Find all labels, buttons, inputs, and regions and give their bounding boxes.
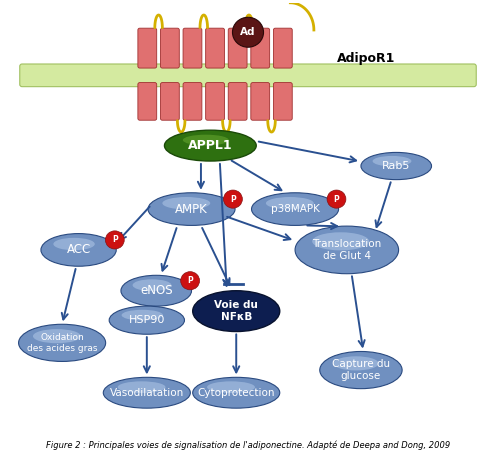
Text: Figure 2 : Principales voies de signalisation de l'adiponectine. Adapté de Deepa: Figure 2 : Principales voies de signalis… xyxy=(46,440,450,450)
Circle shape xyxy=(233,17,263,47)
Text: Vasodilatation: Vasodilatation xyxy=(110,388,184,398)
Text: P: P xyxy=(187,276,193,285)
Text: HSP90: HSP90 xyxy=(128,315,165,325)
Text: eNOS: eNOS xyxy=(140,284,173,297)
FancyBboxPatch shape xyxy=(161,28,179,68)
Ellipse shape xyxy=(41,234,116,266)
Text: Capture du
glucose: Capture du glucose xyxy=(332,359,390,381)
FancyBboxPatch shape xyxy=(183,28,202,68)
Ellipse shape xyxy=(109,306,185,334)
Ellipse shape xyxy=(266,197,314,209)
Text: AMPK: AMPK xyxy=(175,202,208,216)
Ellipse shape xyxy=(118,381,166,393)
Ellipse shape xyxy=(312,232,369,250)
Ellipse shape xyxy=(251,193,339,225)
Ellipse shape xyxy=(361,152,432,179)
Text: AdipoR1: AdipoR1 xyxy=(337,51,396,65)
Ellipse shape xyxy=(121,275,191,306)
Text: Oxidation
des acides gras: Oxidation des acides gras xyxy=(27,333,97,353)
Text: ACC: ACC xyxy=(66,243,91,257)
Ellipse shape xyxy=(18,324,106,361)
Text: Translocation
de Glut 4: Translocation de Glut 4 xyxy=(312,239,381,261)
Ellipse shape xyxy=(103,377,190,408)
Ellipse shape xyxy=(295,226,399,274)
Circle shape xyxy=(224,190,243,208)
Ellipse shape xyxy=(132,280,172,291)
Text: P: P xyxy=(334,195,339,204)
Ellipse shape xyxy=(165,130,256,161)
Text: Cytoprotection: Cytoprotection xyxy=(197,388,275,398)
FancyBboxPatch shape xyxy=(20,64,476,87)
FancyBboxPatch shape xyxy=(273,28,292,68)
Text: Voie du
NFκB: Voie du NFκB xyxy=(214,300,258,322)
FancyBboxPatch shape xyxy=(206,28,225,68)
Ellipse shape xyxy=(33,329,81,343)
Ellipse shape xyxy=(183,134,229,146)
FancyBboxPatch shape xyxy=(228,28,247,68)
Text: P: P xyxy=(230,195,236,204)
Ellipse shape xyxy=(207,381,255,393)
Circle shape xyxy=(181,272,199,290)
Ellipse shape xyxy=(162,197,210,209)
Ellipse shape xyxy=(148,193,235,225)
Text: APPL1: APPL1 xyxy=(188,139,233,152)
FancyBboxPatch shape xyxy=(161,83,179,120)
Ellipse shape xyxy=(122,310,163,320)
FancyBboxPatch shape xyxy=(138,28,157,68)
Circle shape xyxy=(106,231,124,249)
Circle shape xyxy=(327,190,346,208)
Ellipse shape xyxy=(333,356,378,370)
FancyBboxPatch shape xyxy=(138,83,157,120)
Text: Ad: Ad xyxy=(240,27,256,37)
FancyBboxPatch shape xyxy=(183,83,202,120)
Text: Rab5: Rab5 xyxy=(382,161,410,171)
FancyBboxPatch shape xyxy=(228,83,247,120)
Ellipse shape xyxy=(320,352,402,389)
Text: p38MAPK: p38MAPK xyxy=(271,204,319,214)
Ellipse shape xyxy=(193,377,280,408)
Text: P: P xyxy=(112,235,118,245)
Ellipse shape xyxy=(372,156,411,166)
FancyBboxPatch shape xyxy=(273,83,292,120)
Ellipse shape xyxy=(193,291,280,331)
Ellipse shape xyxy=(54,238,95,250)
FancyBboxPatch shape xyxy=(251,83,270,120)
FancyBboxPatch shape xyxy=(251,28,270,68)
FancyBboxPatch shape xyxy=(206,83,225,120)
